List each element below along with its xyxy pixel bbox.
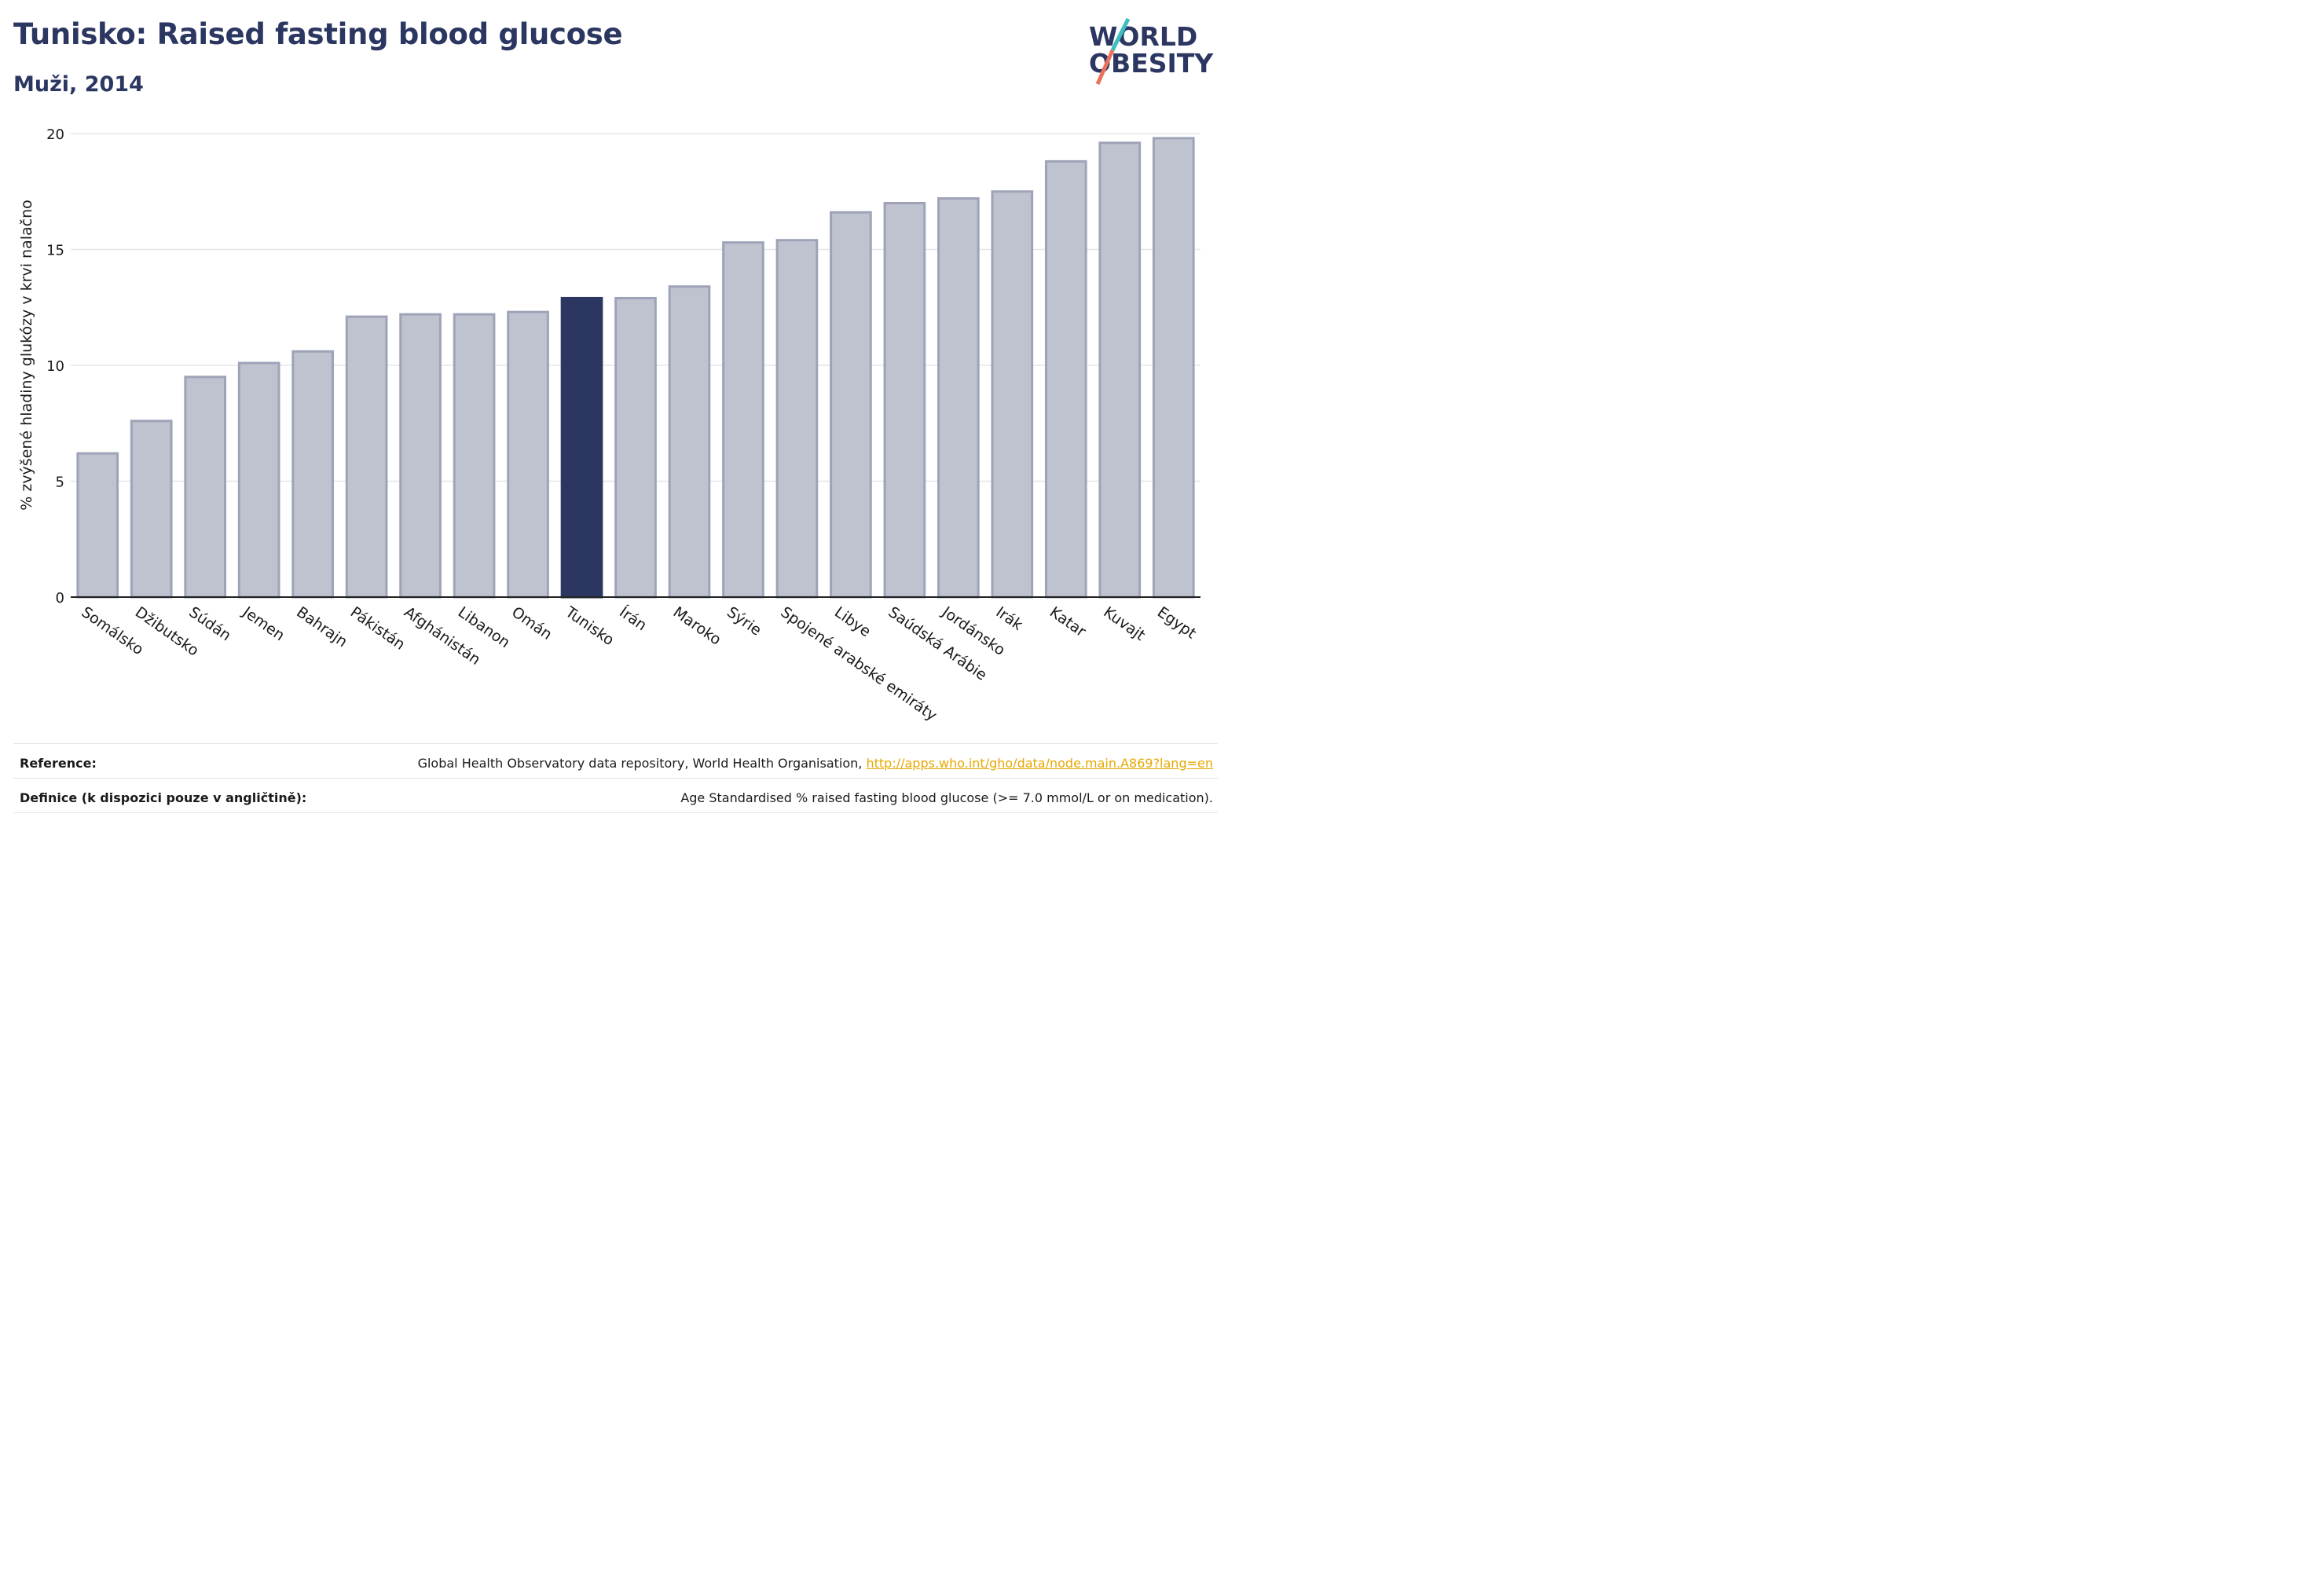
bar-katar: [1044, 159, 1087, 599]
reference-text: Global Health Observatory data repositor…: [417, 755, 863, 771]
x-tick-label: Libye: [831, 603, 874, 640]
bar-jemen: [237, 361, 280, 599]
definition-label: Definice (k dispozici pouze v angličtině…: [20, 790, 307, 805]
bar-pákistán: [345, 315, 388, 599]
x-tick-label: Egypt: [1154, 603, 1200, 642]
x-tick-label: Saúdská Arábie: [885, 603, 990, 684]
chart-title: Tunisko: Raised fasting blood glucose: [13, 17, 623, 51]
x-tick-label: Pákistán: [347, 603, 409, 654]
x-tick-label: Maroko: [670, 603, 724, 649]
bar-maroko: [668, 285, 711, 599]
y-tick-label: 10: [46, 358, 64, 375]
reference-label: Reference:: [20, 755, 97, 771]
reference-link[interactable]: http://apps.who.int/gho/data/node.main.A…: [866, 755, 1213, 771]
bar-libanon: [453, 313, 496, 599]
footer-definition-row: Definice (k dispozici pouze v angličtině…: [13, 789, 1213, 806]
bar-kuvajt: [1098, 141, 1142, 599]
bar-somálsko: [76, 452, 119, 599]
bar-sýrie: [722, 241, 764, 599]
bar-egypt: [1152, 137, 1195, 599]
logo-slash-top: [1110, 17, 1131, 52]
y-tick-label: 15: [46, 243, 64, 259]
chart-subtitle: Muži, 2014: [13, 72, 144, 97]
bar-saúdská-arábie: [883, 202, 926, 599]
bar-irák: [991, 190, 1034, 599]
bar-bahrajn: [291, 350, 334, 599]
logo-slash-bottom: [1095, 49, 1115, 86]
x-tick-label: Irák: [992, 603, 1025, 634]
bar-džibutsko: [130, 420, 173, 599]
bar-omán: [507, 310, 549, 599]
y-tick-label: 0: [56, 590, 64, 607]
footer-rule-middle: [13, 778, 1218, 779]
footer-rule-top: [13, 743, 1218, 744]
x-tick-label: Tunisko: [562, 603, 618, 650]
bar-layer: [76, 137, 1195, 599]
bar-jordánsko: [937, 197, 980, 599]
x-tick-label: Bahrajn: [293, 603, 350, 651]
x-tick-label: Sýrie: [724, 603, 764, 640]
bar-tunisko: [560, 296, 603, 599]
y-tick-label: 20: [46, 126, 64, 143]
footer-rule-bottom: [13, 812, 1218, 813]
bar-spojené-arabské-emiráty: [775, 239, 819, 599]
x-tick-label: Katar: [1047, 603, 1089, 640]
x-tick-label: Jemen: [239, 603, 288, 645]
y-axis-label: % zvýšené hladiny glukózy v krvi nalačno: [18, 200, 35, 511]
x-tick-label: Írán: [616, 603, 651, 634]
reference-value: Global Health Observatory data repositor…: [418, 756, 1213, 771]
x-tick-label: Kuvajt: [1100, 603, 1148, 644]
bar-afghánistán: [399, 313, 442, 599]
bar-libye: [830, 211, 872, 599]
bar-súdán: [184, 376, 227, 599]
definition-value: Age Standardised % raised fasting blood …: [680, 790, 1213, 805]
logo-line-1: WORLD: [1089, 21, 1197, 52]
footer-reference-row: Reference: Global Health Observatory dat…: [13, 754, 1213, 772]
y-tick-label: 5: [56, 475, 64, 491]
x-tick-label: Omán: [508, 603, 555, 643]
world-obesity-logo: WORLD OBESITY: [1089, 17, 1214, 86]
bar-írán: [614, 296, 657, 599]
